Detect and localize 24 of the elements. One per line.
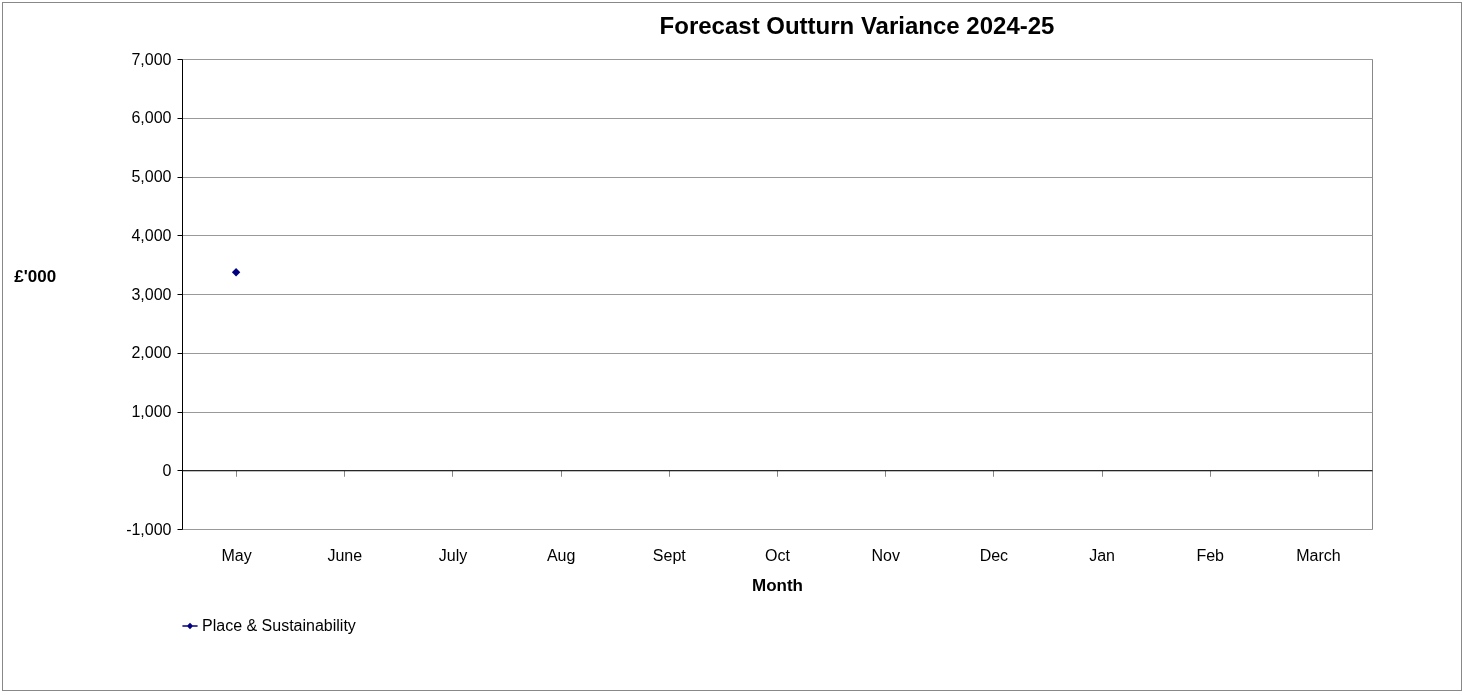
legend-label: Place & Sustainability <box>202 617 356 634</box>
x-tick-label: July <box>438 546 468 564</box>
chart-title: Forecast Outturn Variance 2024-25 <box>659 12 1055 39</box>
x-tick-label: June <box>327 546 363 564</box>
y-tick-label: 2,000 <box>131 344 172 362</box>
y-axis-title: £'000 <box>14 266 57 286</box>
y-tick-label: 4,000 <box>131 226 172 244</box>
x-axis-title: Month <box>752 575 803 595</box>
x-tick-label: Jan <box>1089 546 1115 564</box>
x-tick-label: May <box>221 546 252 564</box>
x-tick-label: Oct <box>765 546 791 564</box>
y-tick-label: 6,000 <box>131 109 172 127</box>
x-tick-label: Aug <box>546 546 576 564</box>
x-tick-label: Dec <box>979 546 1009 564</box>
x-tick-label: Feb <box>1196 546 1225 564</box>
x-tick-label: March <box>1296 546 1341 564</box>
y-tick-label: 1,000 <box>131 403 172 420</box>
x-tick-label: Sept <box>652 546 687 564</box>
y-tick-label: 5,000 <box>131 168 172 185</box>
y-tick-label: 7,000 <box>131 50 172 68</box>
y-tick-label: 0 <box>162 461 172 479</box>
y-tick-label: -1,000 <box>126 520 172 538</box>
y-tick-label: 3,000 <box>131 285 172 303</box>
x-tick-label: Nov <box>871 546 900 564</box>
